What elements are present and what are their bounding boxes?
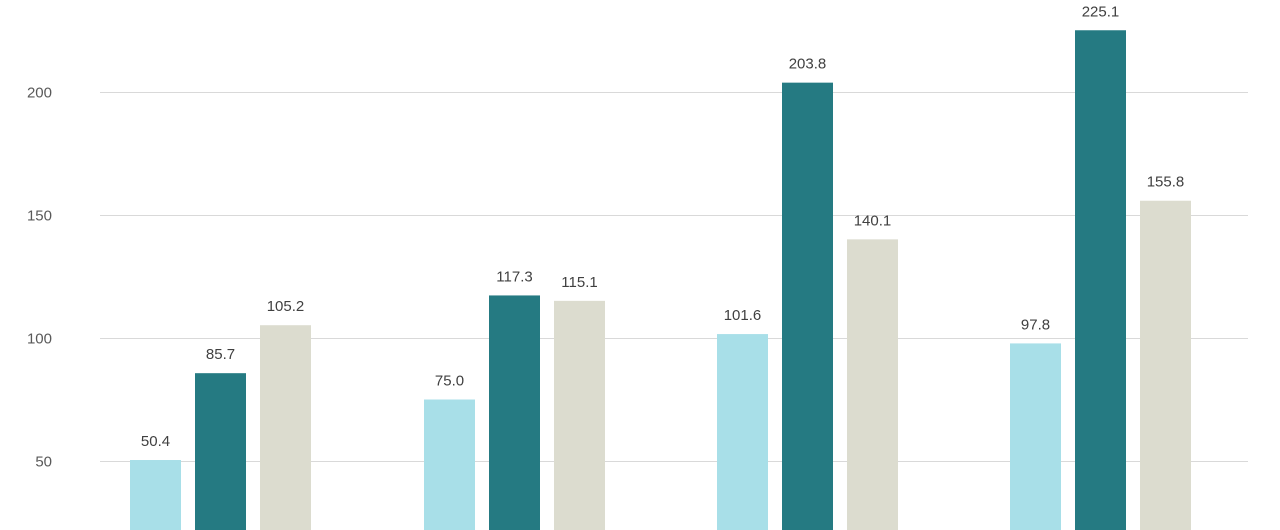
bar-series-2-group-3 <box>782 82 833 530</box>
bar-value-label: 97.8 <box>1021 316 1050 333</box>
bar-value-label: 225.1 <box>1082 3 1120 20</box>
bar-series-2-group-4 <box>1075 30 1126 530</box>
bar-series-1-group-3 <box>717 334 768 530</box>
bar-value-label: 101.6 <box>724 307 762 324</box>
bar-series-3-group-4 <box>1140 200 1191 530</box>
bar-series-1-group-4 <box>1010 343 1061 530</box>
bar-series-3-group-3 <box>847 239 898 530</box>
y-tick-label: 100 <box>27 331 52 348</box>
bar-value-labels: 50.4 75.0 101.6 97.8 85.7 117.3 203.8 225.1 105.… <box>141 3 1184 450</box>
bar-series-3-group-2 <box>554 300 605 530</box>
y-tick-label: 150 <box>27 208 52 225</box>
y-tick-label: 50 <box>35 454 52 471</box>
bar-value-label: 203.8 <box>789 56 827 73</box>
bar-value-label: 50.4 <box>141 433 170 450</box>
y-axis-tick-labels: 50 100 150 200 <box>27 85 52 471</box>
bar-series-1-group-1 <box>130 460 181 530</box>
bar-value-label: 75.0 <box>435 373 464 390</box>
bar-value-label: 155.8 <box>1147 174 1185 191</box>
bar-value-label: 140.1 <box>854 212 892 229</box>
bar-value-label: 105.2 <box>267 298 305 315</box>
bar-value-label: 117.3 <box>496 268 532 285</box>
bar-series-2-group-1 <box>195 373 246 530</box>
bars <box>130 30 1191 530</box>
bar-value-label: 115.1 <box>561 274 597 291</box>
bar-series-3-group-1 <box>260 325 311 530</box>
y-tick-label: 200 <box>27 85 52 102</box>
bar-series-2-group-2 <box>489 295 540 530</box>
bar-series-1-group-2 <box>424 399 475 530</box>
bar-value-label: 85.7 <box>206 346 235 363</box>
